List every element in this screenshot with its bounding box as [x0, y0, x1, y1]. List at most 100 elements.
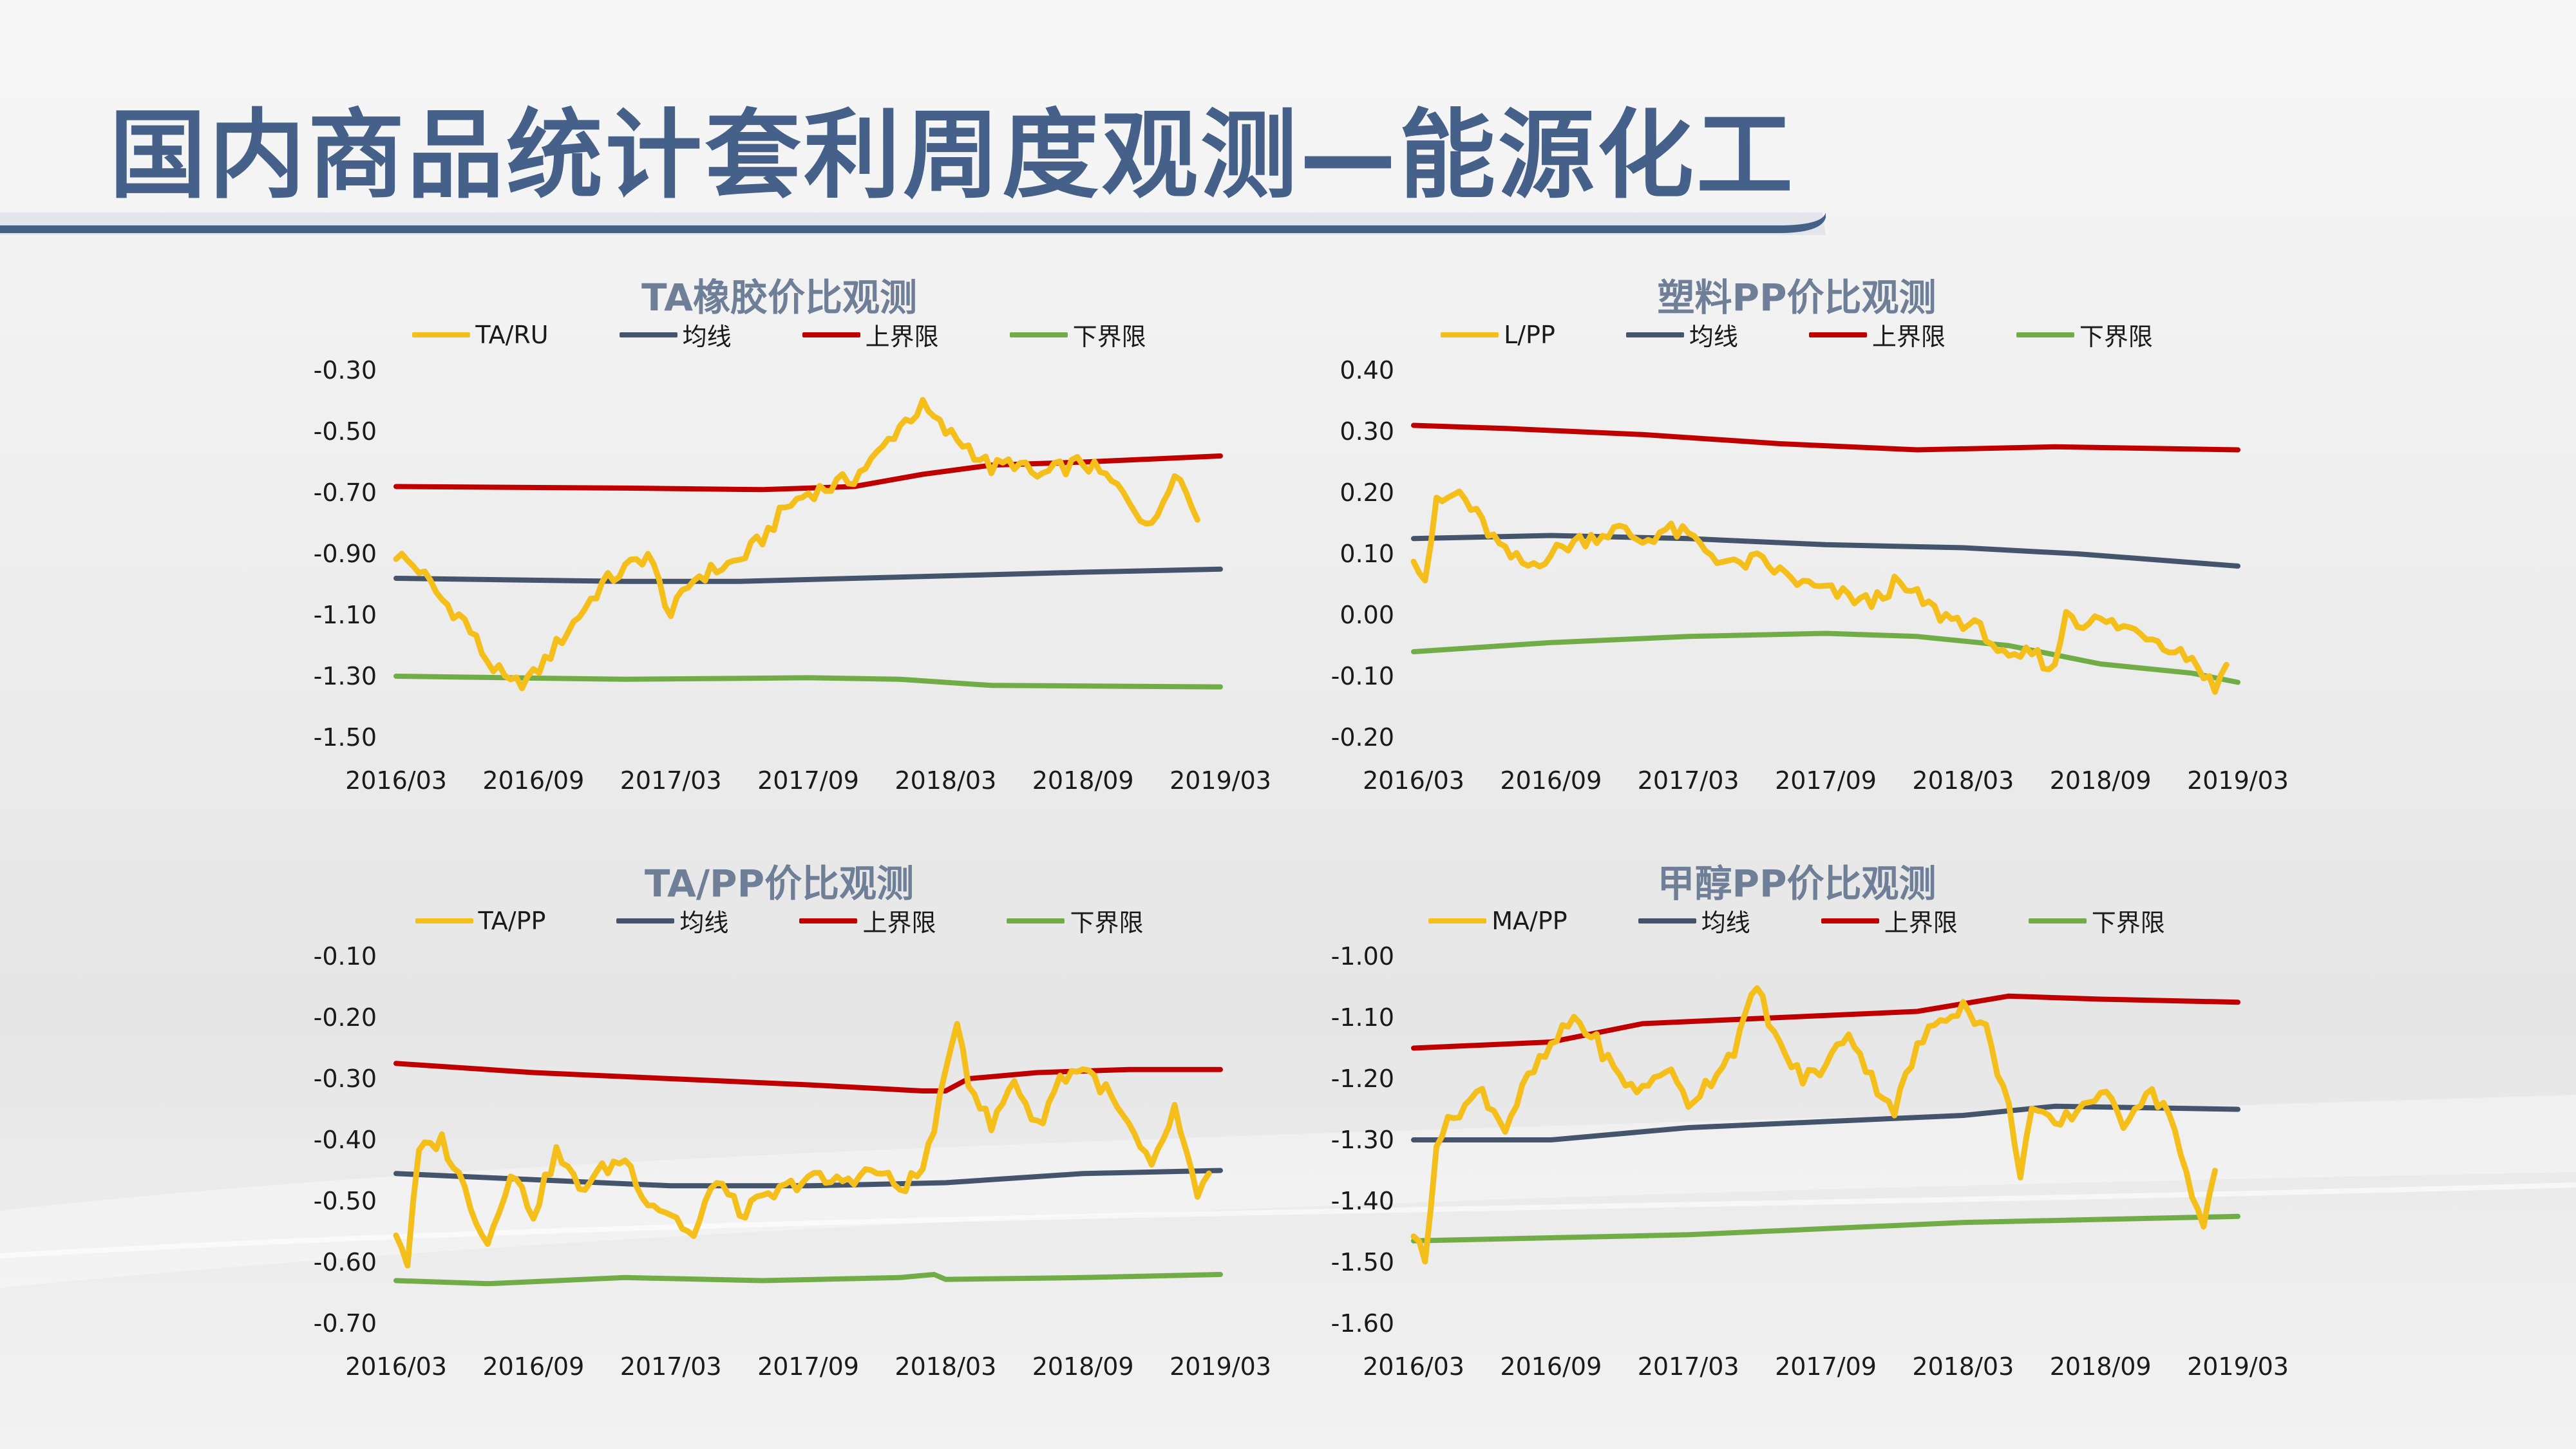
x-tick-label: 2018/09: [2050, 766, 2152, 795]
x-tick-label: 2018/03: [1912, 1352, 2014, 1381]
x-tick-label: 2019/03: [2187, 1352, 2289, 1381]
x-tick-label: 2018/09: [1032, 766, 1134, 795]
legend-item-lower: 下界限: [2028, 903, 2165, 938]
legend-item-upper: 上界限: [1808, 317, 1946, 352]
legend-label: 下界限: [2079, 323, 2153, 351]
chart-panel-l-pp: 塑料PP价比观测 L/PP 均线 上界限 下界限 0.40 0.30 0.20 0.1…: [1288, 258, 2306, 811]
chart-legend: TA/RU 均线 上界限 下界限: [270, 317, 1288, 352]
legend-item-ratio: TA/PP: [415, 903, 546, 938]
legend-item-ratio: MA/PP: [1428, 903, 1567, 938]
legend-item-upper: 上界限: [802, 317, 939, 352]
chart-legend: TA/PP 均线 上界限 下界限: [270, 903, 1288, 938]
y-tick-label: -1.50: [1331, 1248, 1394, 1276]
x-tick-label: 2017/03: [620, 766, 722, 795]
legend-label: 上界限: [1871, 323, 1946, 351]
y-tick-label: 0.20: [1340, 478, 1394, 507]
legend-label: 均线: [1701, 909, 1750, 937]
legend-swatch: [1625, 332, 1684, 337]
x-tick-label: 2017/03: [1638, 766, 1739, 795]
legend-label: 上界限: [1884, 909, 1958, 937]
y-tick-label: -0.50: [314, 417, 377, 446]
legend-label: TA/RU: [475, 320, 549, 349]
x-tick-label: 2018/03: [895, 1352, 996, 1381]
y-tick-label: -0.10: [314, 942, 377, 971]
x-tick-label: 2016/09: [482, 1352, 584, 1381]
y-tick-label: -1.30: [314, 662, 377, 690]
legend-item-mean: 均线: [1638, 903, 1750, 938]
legend-label: L/PP: [1504, 320, 1555, 349]
legend-swatch: [1007, 918, 1065, 923]
x-tick-label: 2016/09: [1500, 1352, 1602, 1381]
legend-label: 上界限: [862, 909, 936, 937]
chart-legend: MA/PP 均线 上界限 下界限: [1288, 903, 2306, 938]
line-chart: -1.00 -1.10 -1.20 -1.30 -1.40 -1.50 -1.60 2016/…: [1331, 942, 2289, 1381]
series-line-lower: [1411, 630, 2240, 685]
chart-title: TA/PP价比观测: [644, 862, 914, 905]
legend-item-mean: 均线: [619, 317, 732, 352]
legend-swatch: [619, 332, 677, 337]
y-tick-label: -1.10: [314, 601, 377, 629]
light-streak: [0, 1182, 2576, 1258]
legend-swatch: [1821, 918, 1879, 923]
legend-item-ratio: L/PP: [1441, 317, 1555, 352]
y-tick-label: -0.20: [1331, 723, 1394, 752]
y-tick-label: 0.00: [1340, 601, 1394, 629]
x-tick-label: 2016/09: [1500, 766, 1602, 795]
legend-item-mean: 均线: [616, 903, 728, 938]
y-tick-label: -0.30: [314, 1065, 377, 1093]
x-tick-label: 2019/03: [1170, 1352, 1271, 1381]
chart-title: TA橡胶价比观测: [641, 276, 917, 319]
y-tick-label: -1.10: [1331, 1003, 1394, 1032]
series-line-mean: [1411, 1103, 2240, 1142]
legend-label: TA/PP: [478, 906, 546, 935]
legend-item-upper: 上界限: [1821, 903, 1958, 938]
legend-swatch: [1808, 332, 1867, 337]
legend-label: 下界限: [2091, 909, 2165, 937]
x-tick-label: 2017/09: [757, 766, 859, 795]
legend-swatch: [2028, 918, 2087, 923]
legend-swatch: [2016, 332, 2074, 337]
y-tick-label: -0.50: [314, 1187, 377, 1215]
x-tick-label: 2017/09: [757, 1352, 859, 1381]
series-line-lower: [393, 1272, 1223, 1287]
legend-label: 均线: [1689, 323, 1738, 351]
legend-swatch: [1428, 918, 1487, 923]
y-tick-label: -0.10: [1331, 662, 1394, 690]
legend-item-upper: 上界限: [799, 903, 936, 938]
line-chart: 0.40 0.30 0.20 0.10 0.00 -0.10 -0.20 2016/03 201…: [1331, 356, 2289, 795]
y-tick-label: -1.60: [1331, 1309, 1394, 1338]
x-tick-label: 2017/03: [1638, 1352, 1739, 1381]
y-tick-label: -0.20: [314, 1003, 377, 1032]
header-divider: [0, 213, 1826, 233]
chart-panel-ta-ru: TA橡胶价比观测 TA/RU 均线 上界限 下界限 -0.30 -0.50 -0.7…: [270, 258, 1288, 811]
x-tick-label: 2016/03: [345, 766, 447, 795]
y-tick-label: -0.60: [314, 1248, 377, 1276]
legend-swatch: [1638, 918, 1696, 923]
y-tick-label: -0.30: [314, 356, 377, 384]
y-tick-label: 0.30: [1340, 417, 1394, 446]
x-tick-label: 2018/03: [1912, 766, 2014, 795]
x-tick-label: 2017/03: [620, 1352, 722, 1381]
legend-item-lower: 下界限: [2016, 317, 2153, 352]
x-tick-label: 2018/03: [895, 766, 996, 795]
legend-item-mean: 均线: [1625, 317, 1738, 352]
series-line-mean: [393, 1168, 1223, 1189]
x-tick-label: 2016/03: [1363, 1352, 1464, 1381]
chart-panel-ta-pp: TA/PP价比观测 TA/PP 均线 上界限 下界限 -0.10 -0.20 -0.…: [270, 844, 1288, 1397]
legend-swatch: [1009, 332, 1068, 337]
legend-swatch: [802, 332, 860, 337]
chart-legend: L/PP 均线 上界限 下界限: [1288, 317, 2306, 352]
y-tick-label: -1.30: [1331, 1126, 1394, 1154]
chart-title: 甲醇PP价比观测: [1657, 862, 1937, 905]
legend-item-lower: 下界限: [1007, 903, 1143, 938]
series-line-ratio: [393, 397, 1200, 692]
x-tick-label: 2019/03: [1170, 766, 1271, 795]
y-tick-label: -0.90: [314, 540, 377, 568]
x-tick-label: 2018/09: [2050, 1352, 2152, 1381]
line-chart: -0.10 -0.20 -0.30 -0.40 -0.50 -0.60 -0.70 2016/…: [314, 942, 1271, 1381]
legend-label: MA/PP: [1492, 906, 1567, 935]
series-line-ratio: [393, 1021, 1212, 1269]
legend-label: 下界限: [1070, 909, 1144, 937]
chart-title: 塑料PP价比观测: [1657, 276, 1937, 319]
series-line-upper: [1411, 993, 2240, 1051]
